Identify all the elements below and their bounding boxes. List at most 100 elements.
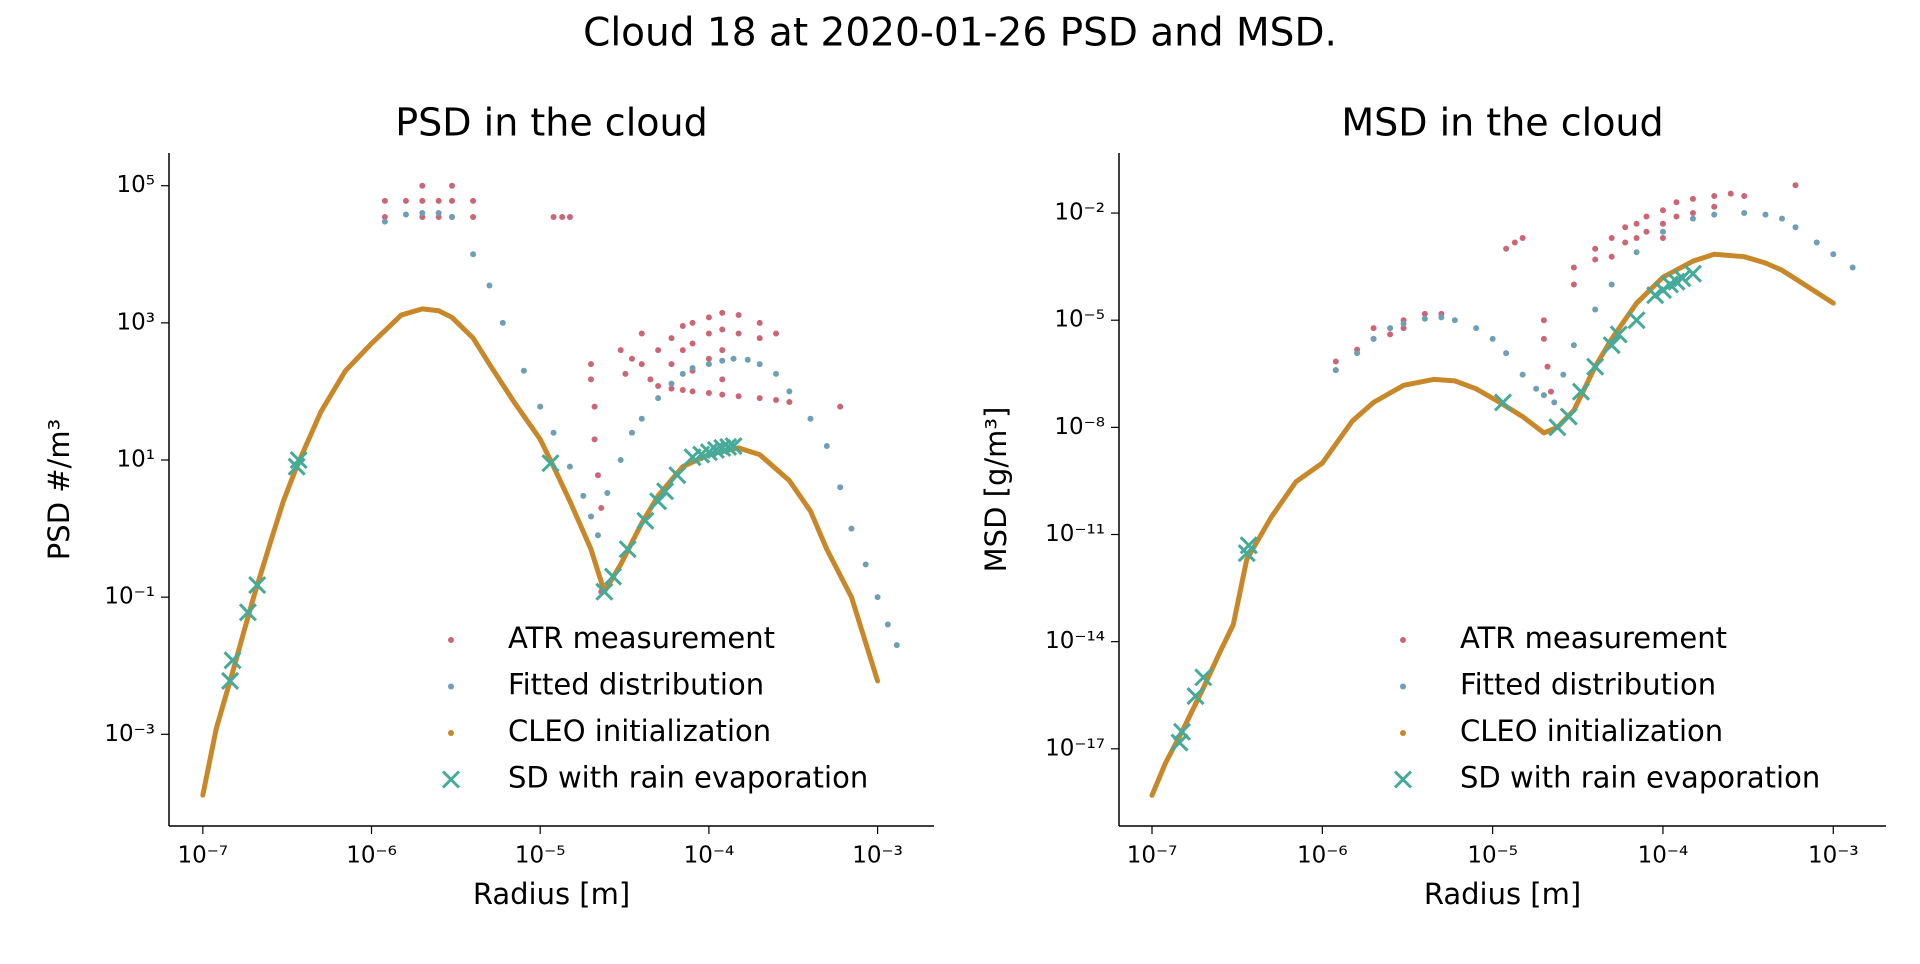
point [603, 567, 623, 586]
point [604, 490, 611, 497]
point [499, 319, 506, 326]
chart-title: PSD in the cloud [395, 101, 707, 145]
point [1559, 407, 1578, 426]
point [587, 376, 594, 383]
x-tick-label: 10⁻⁴ [684, 843, 735, 869]
point [735, 393, 742, 400]
point [636, 511, 655, 530]
point [617, 457, 624, 464]
point [1673, 213, 1680, 220]
x-tick-label: 10⁻³ [852, 843, 903, 869]
point [1608, 281, 1615, 288]
point [837, 403, 844, 410]
point [719, 347, 726, 354]
y-tick-label: 10⁻² [1054, 200, 1105, 226]
point [638, 361, 645, 368]
point [1370, 325, 1377, 332]
point [1592, 245, 1599, 252]
legend-marker [1400, 637, 1406, 643]
point [730, 355, 737, 362]
point [1194, 668, 1213, 687]
point [1170, 733, 1189, 752]
point [1547, 388, 1554, 395]
point [1592, 256, 1599, 263]
legend-label: SD with rain evaporation [508, 761, 868, 795]
point [656, 482, 675, 501]
x-tick-label: 10⁻⁷ [178, 843, 229, 869]
legend-marker [1400, 683, 1406, 690]
x-axis-label: Radius [m] [473, 877, 630, 911]
point [289, 450, 308, 470]
point [719, 309, 726, 316]
y-axis-label: MSD [g/m³] [979, 407, 1013, 573]
point [1622, 239, 1629, 246]
point [1489, 335, 1496, 342]
series-line [200, 306, 881, 798]
point [1473, 325, 1480, 332]
point [689, 364, 696, 371]
point [705, 330, 712, 337]
point [874, 594, 881, 601]
point [1400, 325, 1407, 332]
point [735, 330, 742, 337]
point [1592, 306, 1599, 313]
legend-marker [448, 730, 454, 736]
point [756, 319, 763, 326]
point [773, 397, 780, 404]
point [756, 395, 763, 402]
point [1689, 195, 1696, 202]
point [893, 642, 900, 649]
point [848, 525, 855, 532]
point [655, 383, 662, 390]
point [402, 211, 409, 218]
y-tick-label: 10⁻¹¹ [1045, 521, 1105, 547]
point [786, 388, 793, 395]
y-tick-label: 10⁻³ [104, 721, 155, 747]
y-tick-label: 10⁻¹ [104, 584, 155, 610]
point [1560, 371, 1567, 378]
point [537, 403, 544, 410]
point [1778, 215, 1785, 222]
point [617, 347, 624, 354]
point [594, 472, 601, 479]
point [1551, 399, 1558, 406]
x-tick-label: 10⁻⁷ [1127, 843, 1178, 869]
point [679, 347, 686, 354]
point [591, 436, 598, 443]
point [668, 380, 675, 387]
point [1622, 224, 1629, 231]
point [520, 367, 527, 374]
point [719, 357, 726, 364]
x-tick-label: 10⁻⁵ [515, 843, 566, 869]
point [668, 361, 675, 368]
point [1387, 331, 1394, 338]
point [655, 395, 662, 402]
legend-marker [1393, 770, 1413, 789]
point [1332, 367, 1339, 374]
point [435, 197, 442, 204]
point [647, 376, 654, 383]
point [223, 651, 242, 670]
point [1544, 363, 1551, 370]
point [595, 582, 614, 601]
point [1533, 385, 1540, 392]
x-tick-label: 10⁻⁴ [1638, 843, 1689, 869]
point [1608, 235, 1615, 242]
point [744, 356, 751, 363]
point [1608, 253, 1615, 260]
point [1643, 228, 1650, 235]
point [1421, 315, 1428, 322]
point [668, 385, 675, 392]
point [823, 443, 830, 450]
point [773, 330, 780, 337]
point [689, 319, 696, 326]
point [470, 213, 477, 220]
legend-label: CLEO initialization [508, 714, 771, 748]
point [550, 213, 557, 220]
y-tick-label: 10⁻¹⁷ [1045, 735, 1105, 761]
point [1762, 211, 1769, 218]
point [649, 492, 668, 511]
legend-label: Fitted distribution [1460, 668, 1716, 702]
point [1493, 393, 1513, 412]
